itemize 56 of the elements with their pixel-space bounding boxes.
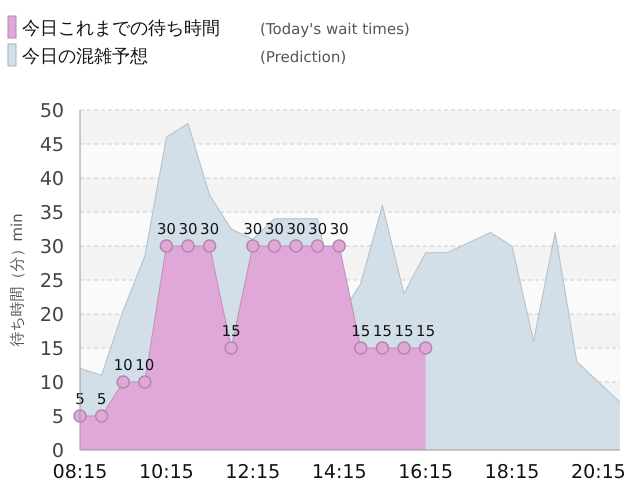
legend-label: 今日これまでの待ち時間: [22, 18, 220, 39]
y-tick-label: 30: [40, 236, 64, 258]
point: [332, 239, 346, 253]
y-axis-title: 待ち時間（分）min: [8, 213, 26, 347]
y-tick-label: 5: [52, 406, 64, 428]
text: (Today's wait times): [260, 20, 410, 38]
y-tick-label: 35: [40, 202, 64, 224]
legend-label: 今日の混雑予想: [22, 46, 148, 67]
point: [73, 409, 87, 423]
data-label: 30: [286, 220, 306, 238]
data-label: 30: [330, 220, 349, 238]
y-tick-label: 20: [40, 304, 64, 326]
x-tick-label: 10:15: [139, 461, 194, 483]
y-tick-label: 10: [40, 372, 64, 394]
data-label: 30: [264, 220, 284, 238]
data-label: 15: [372, 322, 392, 340]
data-label: 30: [308, 220, 328, 238]
point: [354, 341, 368, 355]
point: [268, 239, 282, 253]
x-tick-label: 16:15: [398, 461, 453, 483]
x-tick-label: 12:15: [225, 461, 280, 483]
point: [310, 239, 324, 253]
point: [116, 375, 130, 389]
point: [160, 239, 174, 253]
point: [181, 239, 195, 253]
point: [289, 239, 303, 253]
point: [376, 341, 390, 355]
data-label: 30: [178, 220, 198, 238]
point: [138, 375, 152, 389]
y-tick-label: 45: [40, 134, 64, 156]
data-label: 30: [200, 220, 220, 238]
point: [224, 341, 238, 355]
x-tick-label: 14:15: [312, 461, 367, 483]
y-tick-label: 0: [52, 440, 64, 462]
y-tick-label: 50: [40, 100, 64, 122]
data-label: 5: [96, 390, 106, 408]
x-tick-label: 20:15: [571, 461, 626, 483]
data-label: 15: [394, 322, 414, 340]
point: [94, 409, 108, 423]
y-tick-label: 40: [40, 168, 64, 190]
data-label: 10: [114, 356, 133, 374]
data-label: 30: [156, 220, 176, 238]
data-label: 15: [351, 322, 370, 340]
data-label: 15: [222, 322, 241, 340]
x-tick-label: 08:15: [52, 461, 108, 483]
data-label: 15: [416, 322, 436, 340]
x-tick-label: 18:15: [484, 461, 540, 483]
point: [418, 341, 432, 355]
y-tick-label: 15: [40, 338, 64, 360]
y-tick-label: 25: [40, 270, 64, 292]
point: [397, 341, 411, 355]
text: (Prediction): [260, 48, 346, 66]
point: [202, 239, 216, 253]
point: [246, 239, 260, 253]
data-label: 10: [135, 356, 154, 374]
data-label: 30: [243, 220, 262, 238]
